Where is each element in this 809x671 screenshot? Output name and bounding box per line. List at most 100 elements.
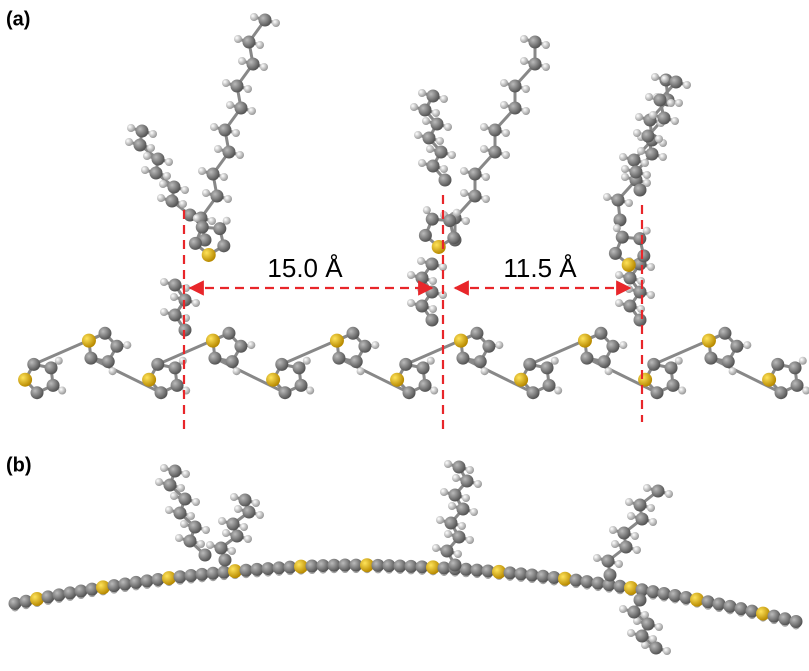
atom bbox=[713, 598, 726, 611]
atom bbox=[631, 532, 639, 540]
atom bbox=[647, 358, 660, 371]
atom bbox=[482, 340, 495, 353]
atom bbox=[460, 167, 468, 175]
atom bbox=[199, 549, 212, 562]
atom bbox=[170, 492, 178, 500]
atom bbox=[170, 293, 178, 301]
atom bbox=[174, 507, 187, 520]
atom bbox=[196, 221, 209, 234]
atom bbox=[453, 461, 466, 474]
atom bbox=[444, 460, 452, 468]
atom bbox=[500, 101, 508, 109]
atom bbox=[53, 588, 66, 601]
atom bbox=[208, 217, 216, 225]
atom bbox=[537, 570, 550, 583]
atom bbox=[675, 99, 683, 107]
atom bbox=[202, 248, 216, 262]
atom bbox=[179, 493, 192, 506]
atom bbox=[189, 521, 202, 534]
panel-label: (a) bbox=[6, 8, 30, 30]
atom bbox=[470, 327, 483, 340]
atom bbox=[275, 358, 288, 371]
atom bbox=[427, 160, 440, 173]
atom bbox=[184, 535, 197, 548]
atom bbox=[642, 618, 655, 631]
atom bbox=[622, 258, 636, 272]
atom bbox=[514, 373, 528, 387]
atom bbox=[143, 152, 151, 160]
atom bbox=[58, 387, 66, 395]
atom bbox=[529, 58, 542, 71]
atom bbox=[119, 578, 132, 591]
atom bbox=[627, 512, 635, 520]
atom bbox=[661, 75, 669, 83]
atom bbox=[224, 195, 232, 203]
atom bbox=[414, 131, 422, 139]
atom bbox=[520, 35, 528, 43]
atom bbox=[504, 566, 517, 579]
atom bbox=[422, 117, 430, 125]
atom bbox=[207, 168, 220, 181]
atom bbox=[634, 594, 647, 607]
atom bbox=[452, 474, 460, 482]
atom bbox=[625, 199, 633, 207]
atom bbox=[163, 172, 171, 180]
atom bbox=[542, 63, 550, 71]
atom bbox=[627, 629, 635, 637]
atom bbox=[620, 541, 633, 554]
atom bbox=[150, 167, 163, 180]
atom bbox=[663, 647, 671, 655]
atom bbox=[605, 367, 613, 375]
atom bbox=[218, 517, 226, 525]
atom bbox=[665, 361, 678, 374]
atom bbox=[426, 314, 439, 327]
atom bbox=[489, 146, 502, 159]
atom bbox=[416, 300, 429, 313]
atom bbox=[630, 166, 643, 179]
atom bbox=[9, 597, 22, 610]
atom bbox=[98, 327, 111, 340]
atom bbox=[609, 247, 622, 260]
atom bbox=[615, 560, 623, 568]
atom bbox=[185, 569, 198, 582]
atom bbox=[658, 112, 671, 125]
atom bbox=[243, 36, 256, 49]
atom bbox=[436, 516, 444, 524]
atom bbox=[223, 217, 231, 225]
atom bbox=[643, 484, 651, 492]
atom bbox=[453, 209, 461, 217]
figure: 15.0 Å 11.5 Å (a) (b) bbox=[0, 0, 809, 671]
atom bbox=[31, 386, 44, 399]
atom bbox=[633, 232, 646, 245]
atom bbox=[231, 530, 244, 543]
atom bbox=[480, 123, 488, 131]
atom bbox=[649, 518, 657, 526]
atom bbox=[151, 358, 164, 371]
atom bbox=[155, 478, 163, 486]
atom bbox=[515, 567, 528, 580]
atom bbox=[165, 158, 173, 166]
atom bbox=[624, 272, 637, 285]
atom bbox=[743, 341, 751, 349]
atom bbox=[768, 610, 781, 623]
atom bbox=[206, 334, 220, 348]
atom bbox=[482, 173, 490, 181]
atom bbox=[169, 361, 182, 374]
atom bbox=[142, 373, 156, 387]
atom bbox=[357, 367, 365, 375]
atom bbox=[643, 227, 651, 235]
atom bbox=[637, 249, 650, 262]
atom bbox=[226, 355, 239, 368]
atom bbox=[647, 585, 660, 598]
atom bbox=[429, 305, 437, 313]
atom bbox=[502, 151, 510, 159]
atom bbox=[236, 151, 244, 159]
atom bbox=[215, 542, 228, 555]
atom bbox=[419, 229, 432, 242]
atom bbox=[419, 104, 432, 117]
atom bbox=[618, 527, 631, 540]
atom bbox=[440, 95, 448, 103]
atom bbox=[193, 214, 201, 222]
atom bbox=[542, 41, 550, 49]
atom bbox=[234, 340, 247, 353]
